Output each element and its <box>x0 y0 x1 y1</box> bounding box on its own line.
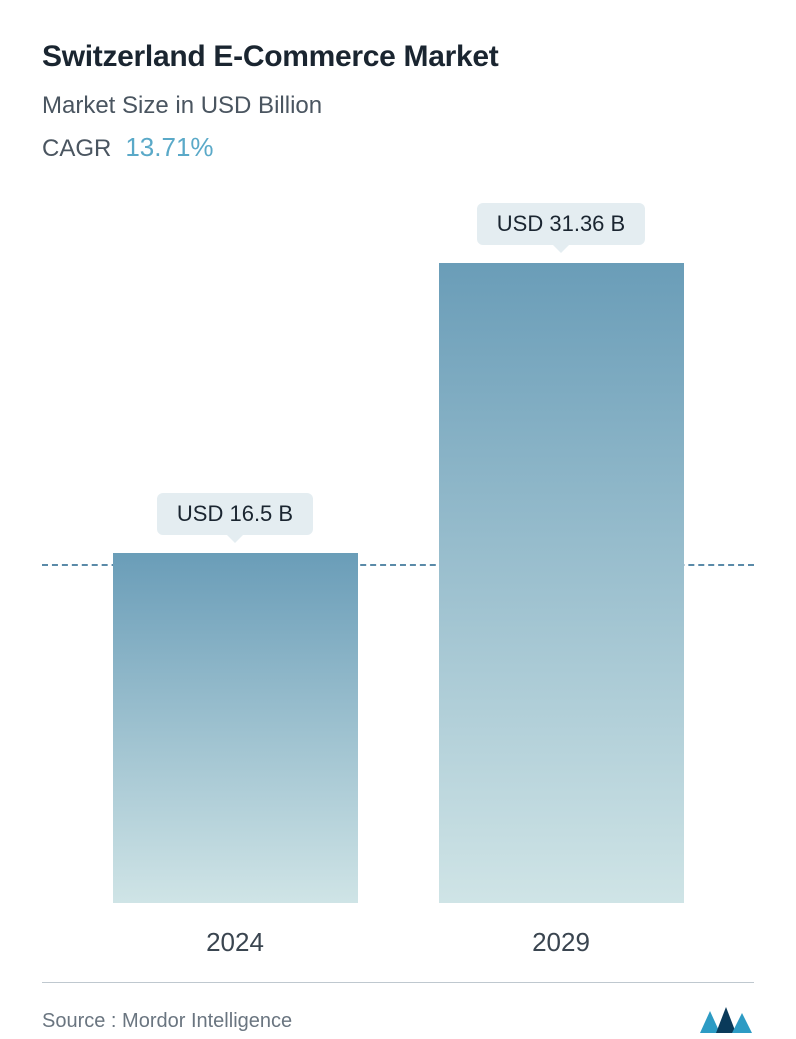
x-label-0: 2024 <box>113 927 358 958</box>
bar-group-1: USD 31.36 B <box>439 203 684 903</box>
bar-group-0: USD 16.5 B <box>113 493 358 903</box>
bar-1 <box>439 263 684 903</box>
x-axis-labels: 2024 2029 <box>42 903 754 958</box>
label-pointer-icon <box>227 535 243 543</box>
chart-area: USD 16.5 B USD 31.36 B <box>42 203 754 903</box>
chart-title: Switzerland E-Commerce Market <box>42 40 754 74</box>
cagr-value: 13.71% <box>125 132 213 163</box>
chart-subtitle: Market Size in USD Billion <box>42 92 754 120</box>
bar-value-label-0: USD 16.5 B <box>157 493 313 535</box>
footer: Source : Mordor Intelligence <box>42 982 754 1039</box>
bar-0 <box>113 553 358 903</box>
x-label-1: 2029 <box>439 927 684 958</box>
cagr-label: CAGR <box>42 135 111 163</box>
bar-value-label-1: USD 31.36 B <box>477 203 645 245</box>
label-pointer-icon <box>553 245 569 253</box>
source-text: Source : Mordor Intelligence <box>42 1010 292 1033</box>
cagr-row: CAGR 13.71% <box>42 132 754 163</box>
